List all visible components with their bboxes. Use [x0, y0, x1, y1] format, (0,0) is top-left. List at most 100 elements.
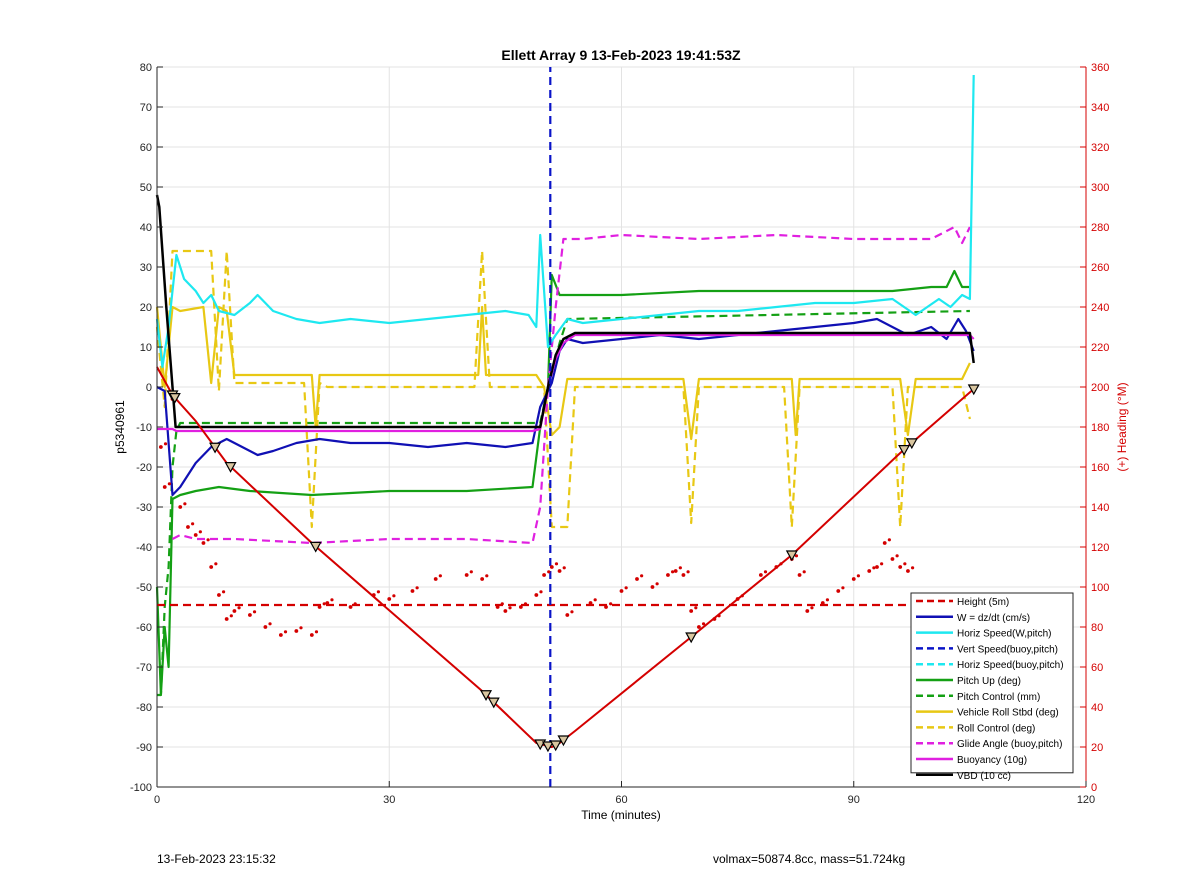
height-dot — [890, 557, 895, 561]
y2-tick-label: 200 — [1091, 382, 1109, 394]
height-dot — [640, 574, 644, 578]
height-dot — [480, 577, 485, 581]
height-dot — [268, 622, 272, 626]
height-dot — [666, 573, 670, 577]
x-tick-label: 0 — [154, 794, 160, 806]
heading-marker — [549, 740, 562, 752]
height-dot — [549, 565, 554, 569]
height-dot — [387, 597, 392, 601]
height-dot — [229, 614, 233, 618]
chart-title: Ellett Array 9 13-Feb-2023 19:41:53Z — [501, 47, 741, 63]
height-dot — [534, 593, 539, 597]
height-dot — [758, 573, 763, 577]
height-dot — [178, 505, 183, 509]
grid — [156, 66, 1087, 788]
x-tick-label: 120 — [1077, 794, 1095, 806]
height-dot — [495, 605, 500, 609]
height-dot — [294, 629, 299, 633]
y-tick-label: 20 — [140, 302, 152, 314]
height-dot — [882, 541, 887, 545]
y-tick-label: -50 — [136, 582, 152, 594]
height-dot — [624, 586, 628, 590]
y-tick-label: 80 — [140, 62, 152, 74]
height-dot — [214, 562, 218, 566]
legend-label-1: W = dz/dt (cm/s) — [957, 613, 1030, 624]
height-dot — [485, 574, 489, 578]
height-dot — [763, 570, 768, 574]
height-dot — [867, 569, 872, 573]
height-dot — [588, 601, 593, 605]
y2-tick-label: 100 — [1091, 582, 1109, 594]
height-dot — [193, 533, 198, 537]
height-dot — [309, 633, 314, 637]
height-dot — [523, 602, 528, 606]
heading-marker — [209, 442, 222, 454]
heading-marker — [967, 384, 980, 396]
heading-marker — [224, 462, 237, 473]
y2-tick-label: 260 — [1091, 262, 1109, 274]
legend-label-4: Horiz Speed(buoy,pitch) — [957, 660, 1064, 671]
height-dot — [322, 602, 326, 606]
footer-volmax-mass: volmax=50874.8cc, mass=51.724kg — [713, 852, 906, 866]
height-dot — [224, 617, 229, 621]
height-dot — [910, 566, 915, 570]
y-tick-label: -100 — [130, 782, 152, 794]
y2-tick-label: 160 — [1091, 462, 1109, 474]
height-dot — [500, 602, 504, 606]
legend-label-5: Pitch Up (deg) — [957, 676, 1021, 687]
legend-label-8: Roll Control (deg) — [957, 723, 1035, 734]
height-dot — [697, 625, 701, 629]
series-layer — [155, 67, 980, 787]
height-dot — [554, 562, 559, 566]
height-dot — [415, 586, 419, 590]
y2-tick-label: 280 — [1091, 222, 1109, 234]
height-dot — [206, 538, 210, 542]
y-tick-label: 60 — [140, 142, 152, 154]
y2-tick-label: 0 — [1091, 782, 1097, 794]
heading-marker — [557, 735, 570, 747]
height-dot — [314, 630, 319, 634]
height-dot — [325, 601, 330, 605]
height-dot — [875, 565, 879, 569]
height-dot — [872, 566, 876, 570]
legend-label-3: Vert Speed(buoy,pitch) — [957, 644, 1058, 655]
height-dot — [794, 554, 799, 558]
height-dot — [797, 573, 802, 577]
heading-marker — [487, 697, 500, 709]
legend-label-6: Pitch Control (mm) — [957, 692, 1040, 703]
height-dot — [232, 609, 237, 613]
height-dot — [317, 605, 322, 609]
height-dot — [508, 606, 512, 610]
height-dot — [557, 569, 562, 573]
height-dot — [186, 525, 190, 529]
heading-marker — [685, 632, 698, 644]
height-dot — [252, 610, 257, 614]
height-dot — [299, 626, 303, 630]
height-dot — [604, 605, 608, 609]
height-dot — [678, 566, 682, 570]
y2-tick-label: 120 — [1091, 542, 1109, 554]
height-dot — [464, 573, 469, 577]
height-dot — [681, 573, 686, 577]
series-line-11 — [155, 194, 975, 429]
height-dot — [906, 569, 910, 573]
x-tick-label: 60 — [615, 794, 627, 806]
height-dot — [503, 609, 508, 613]
height-dot — [694, 606, 698, 610]
height-dot — [820, 601, 825, 605]
y2-tick-label: 360 — [1091, 62, 1109, 74]
y2-tick-label: 220 — [1091, 342, 1109, 354]
y-tick-label: -20 — [136, 462, 152, 474]
y-tick-label: -60 — [136, 622, 152, 634]
height-dot — [673, 569, 678, 573]
heading-marker — [480, 690, 493, 701]
footer-timestamp: 13-Feb-2023 23:15:32 — [157, 852, 276, 866]
height-dot — [887, 538, 891, 542]
y-tick-label: -30 — [136, 502, 152, 514]
height-dot — [805, 609, 810, 613]
height-dot — [217, 593, 221, 597]
height-dot — [278, 633, 283, 637]
y2-axis-label: (+) Heading (°M) — [1115, 382, 1129, 471]
heading-marker — [905, 438, 918, 450]
